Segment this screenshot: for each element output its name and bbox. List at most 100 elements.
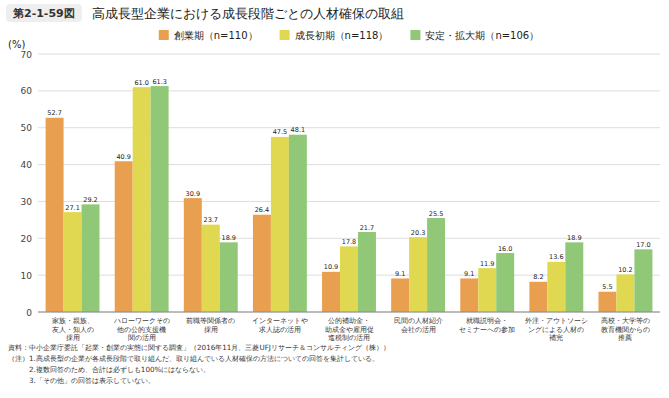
grid-line <box>38 90 660 91</box>
bar <box>478 268 496 312</box>
y-tick-label: 20 <box>21 234 33 244</box>
data-label: 61.3 <box>152 78 166 86</box>
legend-label: 成長初期（n=118） <box>295 30 389 41</box>
data-label: 25.5 <box>429 210 443 218</box>
data-label: 47.5 <box>273 128 287 136</box>
x-tick-label: 民間の人材紹介会社の活用 <box>394 317 443 334</box>
legend-item: 成長初期（n=118） <box>280 30 389 41</box>
bar <box>409 237 427 312</box>
data-labels: 52.740.930.926.410.99.19.18.25.527.161.0… <box>47 78 650 292</box>
bar <box>460 278 478 312</box>
x-tick-label-line: 家族・親族、 <box>52 317 94 325</box>
x-tick-label-line: 友人・知人の <box>52 326 94 334</box>
data-label: 61.0 <box>134 79 148 87</box>
bar <box>340 246 358 312</box>
bar <box>289 135 307 312</box>
x-tick-label-line: ングによる人材の <box>528 326 584 334</box>
x-tick-label-line: 関の活用 <box>128 334 156 342</box>
bar <box>184 198 202 312</box>
x-tick-label-line: 助成金や雇用促 <box>325 326 374 334</box>
x-tick-label-line: 教育機関からの <box>601 325 650 334</box>
data-label: 18.9 <box>222 234 236 242</box>
data-label: 26.4 <box>255 206 269 214</box>
figure-label: 第2-1-59図 <box>12 7 75 20</box>
legend-item: 創業期（n=110） <box>159 30 258 41</box>
grid-line <box>38 54 660 55</box>
x-tick-label-line: ハローワークその <box>113 317 170 325</box>
footnote: （注）1.高成長型の企業が各成長段階で取り組んだ、取り組んでいる人材確保の方法に… <box>8 354 379 363</box>
header: 第2-1-59図高成長型企業における成長段階ごとの人材確保の取組 <box>6 4 404 22</box>
x-tick-label-line: 前職等関係者の <box>186 317 235 325</box>
x-tick-label: 高校・大学等の教育機関からの推薦 <box>601 317 650 342</box>
x-tick-label-line: 進税制の活用 <box>328 334 370 342</box>
x-axis: 家族・親族、友人・知人の採用ハローワークその他の公的支援機関の活用前職等関係者の… <box>52 317 650 342</box>
bar <box>82 204 100 312</box>
legend-label: 創業期（n=110） <box>174 30 258 41</box>
data-label: 9.1 <box>395 270 405 278</box>
bar <box>547 262 565 312</box>
x-tick-label: 家族・親族、友人・知人の採用 <box>52 317 94 342</box>
bar <box>271 137 289 312</box>
y-tick-label: 40 <box>21 160 33 170</box>
y-axis: 0 10 20 30 40 50 60 70 <box>21 50 660 318</box>
bar <box>46 118 64 312</box>
data-label: 23.7 <box>204 216 218 224</box>
figure-label-box <box>6 4 82 22</box>
data-label: 5.5 <box>602 283 612 291</box>
x-axis-line <box>38 312 660 313</box>
bar <box>202 225 220 312</box>
x-tick-label-line: 会社の活用 <box>401 326 436 334</box>
data-label: 29.2 <box>83 196 97 204</box>
x-tick-label-line: インターネットや <box>252 317 308 325</box>
bar <box>634 249 652 312</box>
chart: 第2-1-59図高成長型企業における成長段階ごとの人材確保の取組(%)01020… <box>0 0 669 398</box>
bar <box>253 215 271 312</box>
x-tick-label-line: 他の公的支援機 <box>117 326 166 334</box>
y-tick-label: 60 <box>21 86 33 96</box>
legend-swatch <box>280 30 290 40</box>
data-label: 10.9 <box>324 263 338 271</box>
data-label: 16.0 <box>498 245 512 253</box>
bar <box>151 86 169 312</box>
y-tick-label: 0 <box>26 308 32 318</box>
x-tick-label-line: 採用 <box>204 326 218 334</box>
data-label: 17.8 <box>342 238 356 246</box>
x-tick-label-line: 推薦 <box>618 334 632 342</box>
bar <box>616 274 634 312</box>
legend-item: 安定・拡大期（n=106） <box>410 30 539 41</box>
legend-label: 安定・拡大期（n=106） <box>425 30 539 41</box>
x-tick-label-line: 公的補助金・ <box>328 317 370 325</box>
y-tick-label: 10 <box>21 271 33 281</box>
x-tick-label-line: 採用 <box>66 334 80 342</box>
legend-swatch <box>410 30 420 40</box>
data-label: 21.7 <box>360 224 374 232</box>
bar <box>427 218 445 312</box>
x-tick-label-line: 高校・大学等の <box>601 317 650 325</box>
data-label: 18.9 <box>567 234 581 242</box>
x-tick-label-line: セミナーへの参加 <box>459 326 515 334</box>
data-label: 13.6 <box>549 253 563 261</box>
footnotes: 資料：中小企業庁委託「起業・創業の実態に関する調査」（2016年11月、三菱UF… <box>8 343 390 385</box>
x-tick-label-line: 外注・アウトソーシ <box>525 317 588 325</box>
bar <box>358 232 376 312</box>
x-tick-label: 公的補助金・助成金や雇用促進税制の活用 <box>325 317 374 342</box>
data-label: 17.0 <box>636 241 650 249</box>
grid-line <box>38 127 660 128</box>
data-label: 30.9 <box>186 190 200 198</box>
y-tick-label: 30 <box>21 197 33 207</box>
x-tick-label-line: 求人誌の活用 <box>259 326 301 334</box>
bar <box>391 278 409 312</box>
data-label: 9.1 <box>464 270 474 278</box>
data-label: 8.2 <box>533 273 543 281</box>
bars <box>46 86 653 312</box>
grid-line <box>38 312 660 313</box>
legend: 創業期（n=110） 成長初期（n=118） 安定・拡大期（n=106） <box>159 30 539 41</box>
legend-swatch <box>159 30 169 40</box>
footnote: 2.複数回答のため、合計は必ずしも100%にはならない。 <box>8 365 210 374</box>
y-tick-label: 50 <box>21 123 33 133</box>
data-label: 20.3 <box>411 229 425 237</box>
x-tick-label: 外注・アウトソーシングによる人材の補完 <box>525 317 588 342</box>
y-tick-label: 70 <box>21 50 33 60</box>
bar <box>529 282 547 312</box>
x-tick-label-line: 補完 <box>549 334 563 342</box>
